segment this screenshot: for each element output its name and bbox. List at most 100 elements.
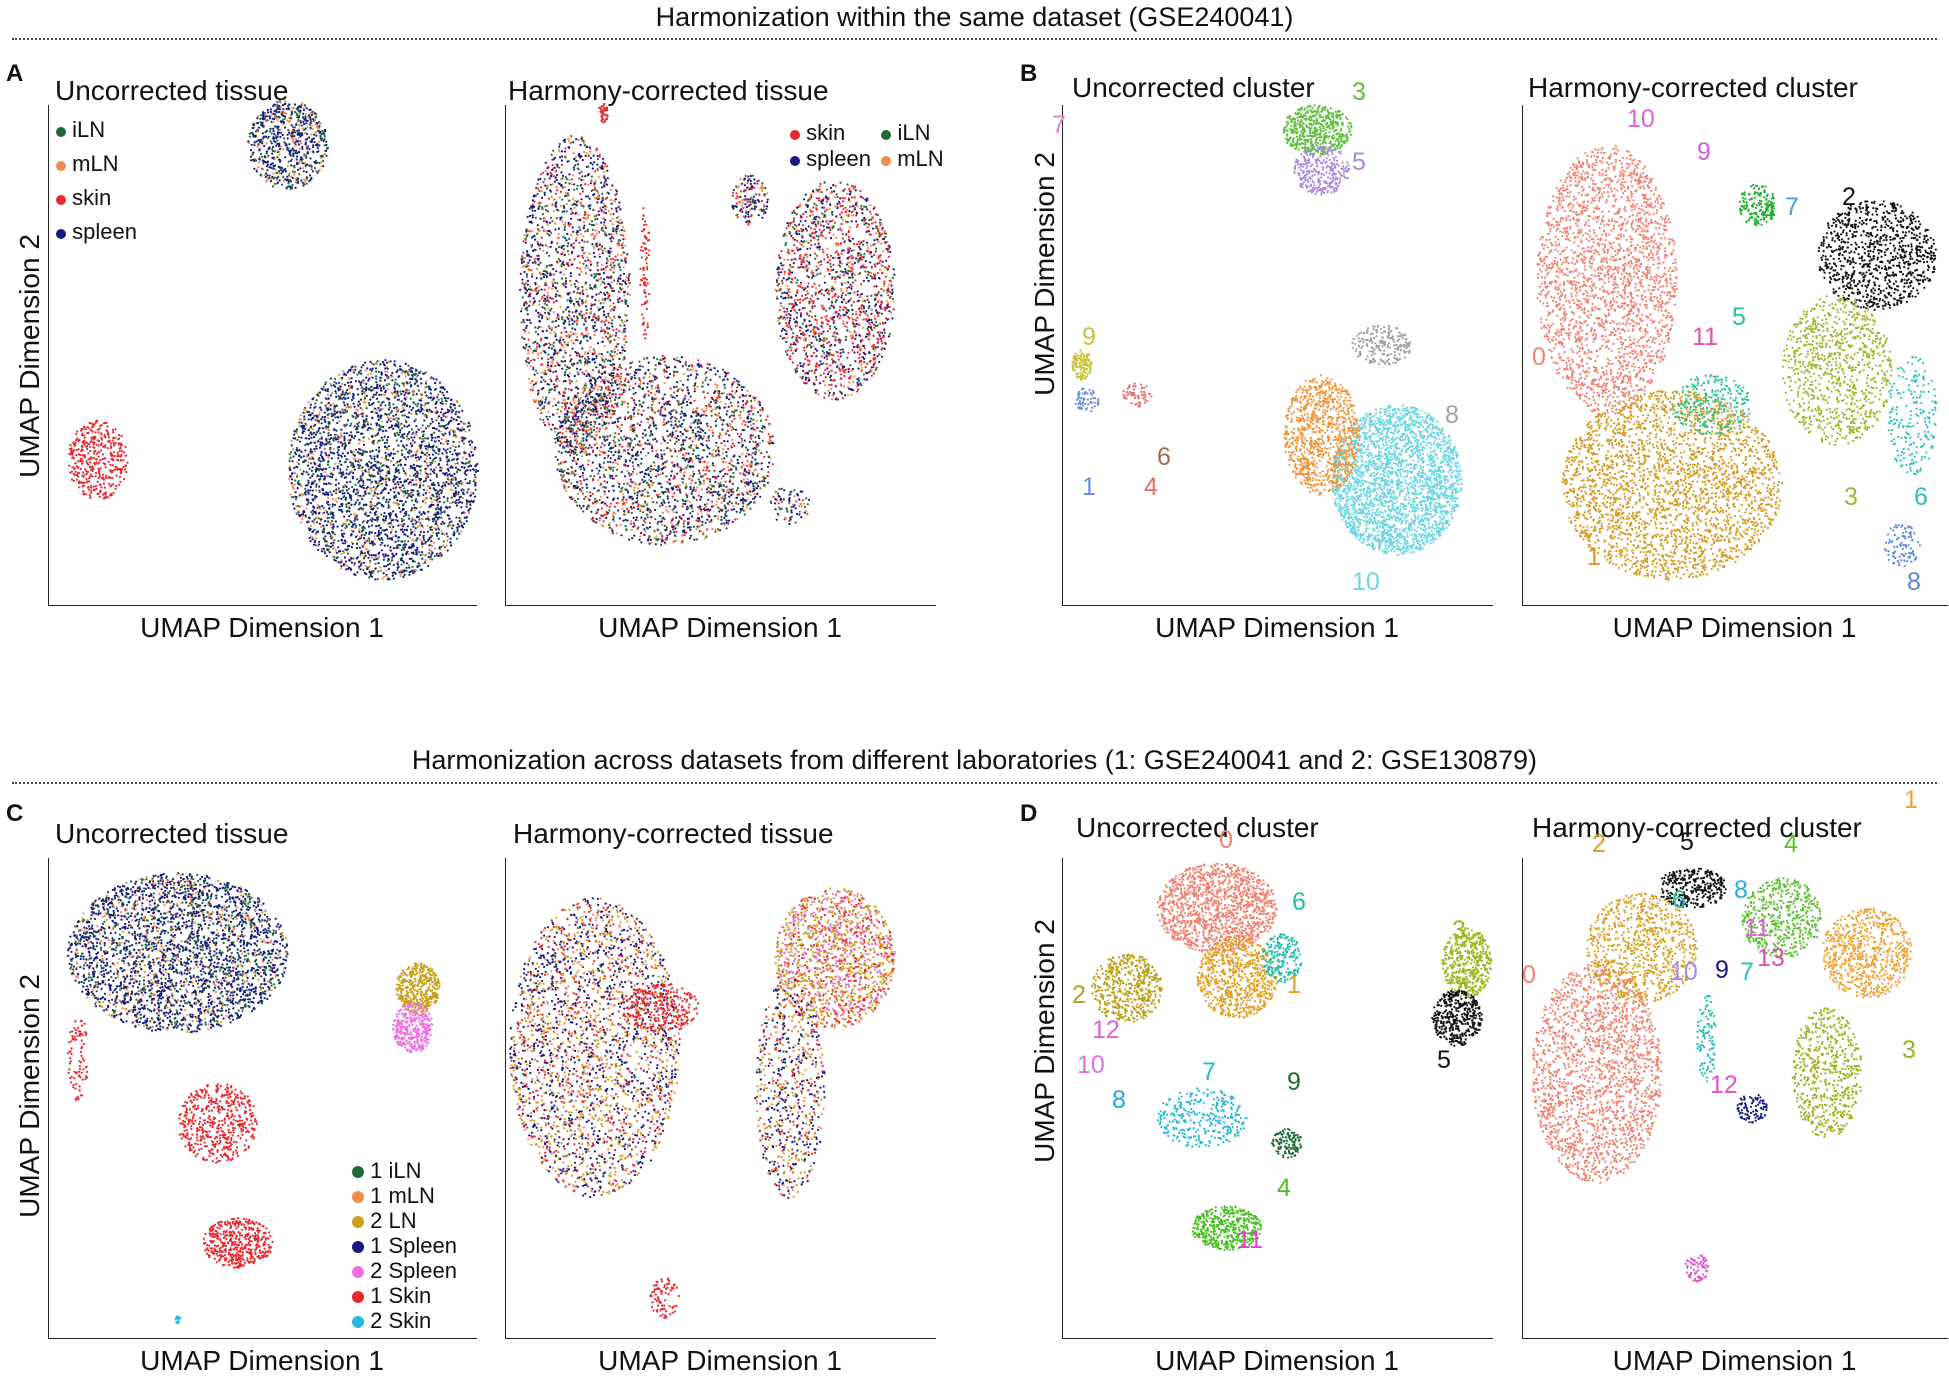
legendc-label-5: 2 Spleen xyxy=(370,1258,457,1283)
cluster-skin-2 xyxy=(202,1217,274,1269)
c9 xyxy=(1071,349,1093,381)
cluster-label-2-2: 2 xyxy=(1072,981,1086,1009)
cluster-label-6: 6 xyxy=(1914,483,1928,511)
panel-c2-xlabel: UMAP Dimension 1 xyxy=(505,1345,935,1377)
panel-d-axes xyxy=(1062,858,1493,1339)
c0 xyxy=(1531,962,1663,1184)
panel-a2-legend: skin iLN spleen mLN xyxy=(790,120,944,172)
panel-d2-scatter: 5 2 4 1 6 8 11 9 13 0 10 7 3 12 xyxy=(1522,786,1918,1283)
panel-letter-b: B xyxy=(1020,60,1037,88)
legend-dot-skin xyxy=(56,195,66,205)
cluster-label-8: 8 xyxy=(1445,401,1459,429)
legend2-label-spleen: spleen xyxy=(806,146,871,171)
cluster-label-2-1: 2 xyxy=(1592,830,1606,858)
panel-a2-xlabel: UMAP Dimension 1 xyxy=(505,612,935,644)
cluster-tiny xyxy=(598,102,609,124)
cluster-label-3-4: 3 xyxy=(1452,916,1466,944)
c3 xyxy=(1791,1007,1862,1138)
cluster-label-4: 4 xyxy=(1762,198,1776,226)
panel-c-legend: 1 iLN 1 mLN 2 LN 1 Spleen 2 Spleen 1 Ski… xyxy=(352,1158,457,1333)
legendc-dot-4 xyxy=(352,1241,364,1253)
panel-b-axes xyxy=(1062,105,1493,606)
c5 xyxy=(1660,867,1727,909)
cluster-label-0: 0 xyxy=(1532,343,1546,371)
cluster-label-9: 9 xyxy=(1082,323,1096,351)
cluster-label-5: 5 xyxy=(1732,303,1746,331)
legend2-label-skin: skin xyxy=(806,120,845,145)
c3 xyxy=(1282,104,1353,156)
c5 xyxy=(1293,145,1351,196)
cluster-bottom-right xyxy=(288,359,479,581)
c0 xyxy=(1536,145,1678,416)
c7 xyxy=(1156,1087,1248,1148)
cluster-label-6-4: 6 xyxy=(1672,886,1686,914)
cluster-skin-1 xyxy=(178,1083,258,1164)
cluster-label-7: 7 xyxy=(1052,111,1066,139)
c6 xyxy=(1261,933,1303,984)
panel-d2-title: Harmony-corrected cluster xyxy=(1532,812,1862,844)
cluster-label-2: 2 xyxy=(1842,183,1856,211)
panel-b2-scatter: 10 9 4 7 2 11 5 0 3 6 1 8 xyxy=(1532,105,1938,596)
c0 xyxy=(1156,862,1278,954)
cluster-label-0-0: 0 xyxy=(1219,826,1233,854)
cluster-label-1-3: 1 xyxy=(1904,786,1918,814)
c2 xyxy=(1091,953,1163,1023)
legendc-label-7: 2 Skin xyxy=(370,1308,431,1333)
panel-c-axes xyxy=(48,858,477,1339)
panel-d2-axes xyxy=(1522,858,1948,1339)
cluster-mid xyxy=(731,174,769,226)
c12 xyxy=(1684,1254,1710,1283)
legend2-dot-skin xyxy=(790,130,800,140)
legend-label-skin: skin xyxy=(72,185,111,210)
c4 xyxy=(1191,1205,1263,1251)
legend-label-mln: mLN xyxy=(72,151,118,176)
legend2-label-mln: mLN xyxy=(897,146,943,171)
cluster-skin-strand xyxy=(67,1019,89,1102)
cluster-label-3-12: 3 xyxy=(1902,1036,1916,1064)
c9 xyxy=(1270,1127,1303,1159)
cluster-label-1-3: 1 xyxy=(1287,971,1301,999)
c5 xyxy=(1431,989,1483,1047)
panel-a-scatter xyxy=(68,100,479,581)
cluster-label-8: 8 xyxy=(1907,568,1921,596)
cluster-label-10-10: 10 xyxy=(1670,958,1698,986)
c2 xyxy=(1817,200,1937,311)
panel-a-legend: iLN mLN skin spleen xyxy=(56,113,137,249)
strand-1 xyxy=(639,207,651,340)
cluster-label-8-10: 8 xyxy=(1112,1086,1126,1114)
panel-c-ylabel: UMAP Dimension 2 xyxy=(14,951,46,1241)
bottom-divider xyxy=(12,782,1937,784)
panel-a-ylabel: UMAP Dimension 2 xyxy=(14,211,46,501)
cluster-skin xyxy=(68,419,129,500)
cluster-label-6: 6 xyxy=(1157,443,1171,471)
legend2-label-iln: iLN xyxy=(898,120,931,145)
panel-letter-d: D xyxy=(1020,800,1037,828)
c4 xyxy=(1741,877,1822,959)
legend2-dot-spleen xyxy=(790,156,800,166)
panel-b-title: Uncorrected cluster xyxy=(1072,72,1315,104)
panel-a-xlabel: UMAP Dimension 1 xyxy=(48,612,476,644)
c1 xyxy=(1822,907,1913,999)
legend-dot-spleen xyxy=(56,229,66,239)
panel-d-ylabel: UMAP Dimension 2 xyxy=(1029,896,1061,1186)
legend2-dot-iln xyxy=(881,130,892,140)
cluster-label-12-13: 12 xyxy=(1710,1071,1738,1099)
c1 xyxy=(1561,389,1783,581)
cluster-label-7: 7 xyxy=(1785,193,1799,221)
panel-d-scatter: 0 6 2 1 3 5 12 10 7 9 8 4 11 xyxy=(1072,826,1493,1254)
cluster-right-lower xyxy=(754,977,826,1199)
panel-b2-title: Harmony-corrected cluster xyxy=(1528,72,1858,104)
legendc-dot-3 xyxy=(352,1216,364,1228)
cluster-label-5-5: 5 xyxy=(1437,1046,1451,1074)
cluster-label-1: 1 xyxy=(1587,543,1601,571)
legendc-dot-5 xyxy=(352,1266,364,1278)
panel-c-scatter xyxy=(67,872,441,1325)
cluster-spleen2 xyxy=(392,1002,434,1054)
top-section-title: Harmonization within the same dataset (G… xyxy=(0,2,1949,33)
cluster-label-0-9: 0 xyxy=(1522,961,1536,989)
legend-label-spleen: spleen xyxy=(72,219,137,244)
panel-b-ylabel: UMAP Dimension 2 xyxy=(1029,129,1061,419)
cluster-label-4-2: 4 xyxy=(1784,830,1798,858)
panel-c2-axes xyxy=(505,858,936,1339)
cluster-ln xyxy=(395,962,441,1014)
